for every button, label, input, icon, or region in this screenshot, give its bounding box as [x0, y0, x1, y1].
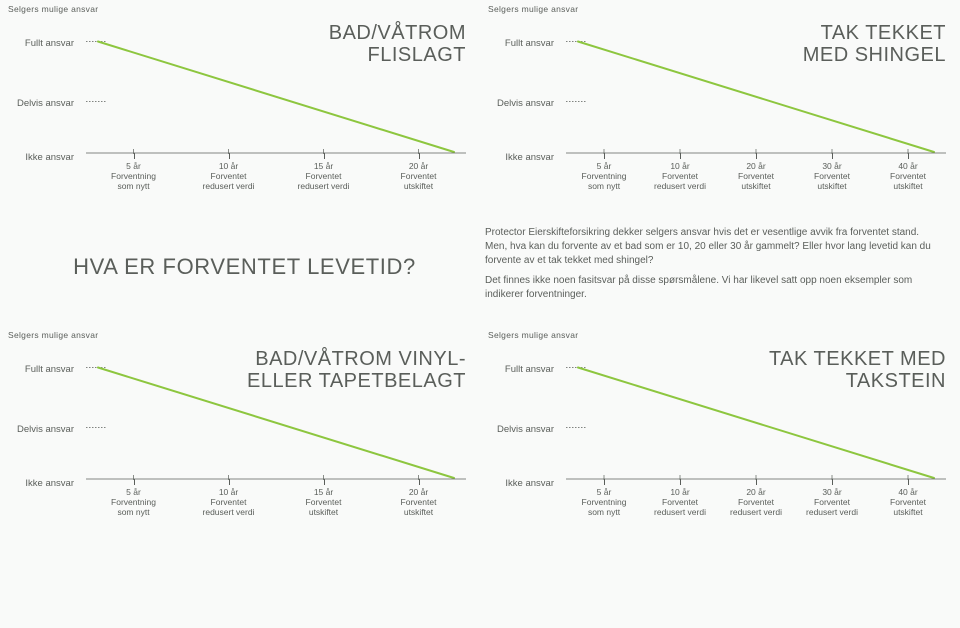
chart-plot [86, 330, 466, 480]
y-axis-label: Ikke ansvar [505, 152, 554, 163]
x-tick-label: 5 årForventningsom nytt [98, 162, 170, 191]
y-axis-label: Ikke ansvar [25, 152, 74, 163]
x-axis: 5 årForventningsom nytt 10 årForventetred… [86, 482, 466, 530]
chart-y-axis-title: Selgers mulige ansvar [8, 4, 98, 14]
x-tick-label: 40 årForventetutskiftet [872, 162, 944, 191]
x-axis: 5 årForventningsom nytt10 årForventetred… [566, 482, 946, 530]
x-tick-label: 10 årForventetredusert verdi [193, 488, 265, 517]
x-tick-mark [756, 153, 757, 159]
x-tick-label: 10 årForventetredusert verdi [193, 162, 265, 191]
y-axis-label: Fullt ansvar [25, 38, 74, 49]
y-axis-label: Delvis ansvar [17, 424, 74, 435]
mid-right: Protector Eierskifteforsikring dekker se… [485, 226, 946, 308]
x-tick-mark [756, 479, 757, 485]
y-axis-label: Ikke ansvar [505, 478, 554, 489]
x-tick-label: 20 årForventetutskiftet [383, 488, 455, 517]
y-axis-label: Fullt ansvar [25, 364, 74, 375]
x-tick-label: 5 årForventningsom nytt [568, 488, 640, 517]
chart-cell-1: Selgers mulige ansvar Fullt ansvar Delvis … [0, 0, 480, 208]
x-tick-mark [324, 153, 325, 159]
x-tick-label: 5 årForventningsom nytt [98, 488, 170, 517]
x-tick-label: 40 årForventetutskiftet [872, 488, 944, 517]
x-tick-mark [604, 479, 605, 485]
chart-cell-4: Selgers mulige ansvar Fullt ansvar Delvis … [480, 326, 960, 534]
x-tick-label: 15 årForventetutskiftet [288, 488, 360, 517]
x-tick-label: 30 årForventetredusert verdi [796, 488, 868, 517]
x-tick-mark [419, 479, 420, 485]
x-tick-mark [680, 153, 681, 159]
x-tick-label: 20 årForventetutskiftet [720, 162, 792, 191]
x-tick-mark [832, 479, 833, 485]
y-axis-label: Ikke ansvar [25, 478, 74, 489]
mid-row: HVA ER FORVENTET LEVETID? Protector Eier… [0, 208, 960, 326]
x-tick-mark [908, 153, 909, 159]
y-axis-label: Fullt ansvar [505, 364, 554, 375]
x-tick-mark [908, 479, 909, 485]
mid-p1: Protector Eierskifteforsikring dekker se… [485, 226, 938, 268]
x-tick-label: 15 årForventetredusert verdi [288, 162, 360, 191]
x-axis: 5 årForventningsom nytt10 årForventetred… [566, 156, 946, 204]
y-axis-label: Delvis ansvar [497, 98, 554, 109]
x-tick-label: 20 årForventetredusert verdi [720, 488, 792, 517]
y-axis-label: Delvis ansvar [497, 424, 554, 435]
chart-y-axis-title: Selgers mulige ansvar [8, 330, 98, 340]
x-tick-label: 30 årForventetutskiftet [796, 162, 868, 191]
chart-plot [86, 4, 466, 154]
chart-cell-2: Selgers mulige ansvar Fullt ansvar Delvis … [480, 0, 960, 208]
page: Selgers mulige ansvar Fullt ansvar Delvis … [0, 0, 960, 534]
chart-plot [566, 330, 946, 480]
x-axis: 5 årForventningsom nytt 10 årForventetred… [86, 156, 466, 204]
x-tick-mark [419, 153, 420, 159]
x-tick-mark [604, 153, 605, 159]
x-tick-label: 5 årForventningsom nytt [568, 162, 640, 191]
chart-cell-3: Selgers mulige ansvar Fullt ansvar Delvis … [0, 326, 480, 534]
x-tick-mark [134, 479, 135, 485]
x-tick-label: 20 årForventetutskiftet [383, 162, 455, 191]
mid-title: HVA ER FORVENTET LEVETID? [73, 254, 416, 280]
x-tick-label: 10 årForventetredusert verdi [644, 488, 716, 517]
mid-left: HVA ER FORVENTET LEVETID? [14, 226, 475, 308]
chart-plot [566, 4, 946, 154]
x-tick-mark [229, 153, 230, 159]
y-axis-label: Fullt ansvar [505, 38, 554, 49]
chart-y-axis-title: Selgers mulige ansvar [488, 330, 578, 340]
x-tick-mark [324, 479, 325, 485]
x-tick-label: 10 årForventetredusert verdi [644, 162, 716, 191]
x-tick-mark [832, 153, 833, 159]
x-tick-mark [229, 479, 230, 485]
y-axis-label: Delvis ansvar [17, 98, 74, 109]
x-tick-mark [680, 479, 681, 485]
chart-y-axis-title: Selgers mulige ansvar [488, 4, 578, 14]
x-tick-mark [134, 153, 135, 159]
mid-p2: Det finnes ikke noen fasitsvar på disse … [485, 274, 938, 302]
